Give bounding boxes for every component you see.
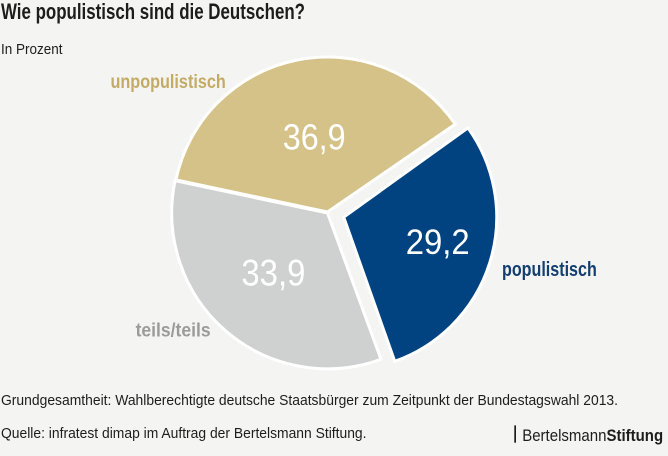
svg-text:populistisch: populistisch [502,259,597,281]
svg-text:teils/teils: teils/teils [136,320,211,341]
svg-text:Wie populistisch sind die Deut: Wie populistisch sind die Deutschen? [1,0,305,24]
svg-text:36,9: 36,9 [283,117,346,158]
svg-text:Grundgesamtheit: Wahlberechtig: Grundgesamtheit: Wahlberechtigte deutsch… [1,392,618,409]
svg-text:Bertelsmann: Bertelsmann [522,426,606,445]
svg-text:unpopulistisch: unpopulistisch [111,72,226,93]
svg-text:33,9: 33,9 [241,252,305,293]
svg-text:Quelle: infratest dimap im Auf: Quelle: infratest dimap im Auftrag der B… [1,425,367,442]
svg-text:In Prozent: In Prozent [1,41,63,58]
svg-text:29,2: 29,2 [406,223,470,262]
svg-text:Stiftung: Stiftung [607,426,664,445]
